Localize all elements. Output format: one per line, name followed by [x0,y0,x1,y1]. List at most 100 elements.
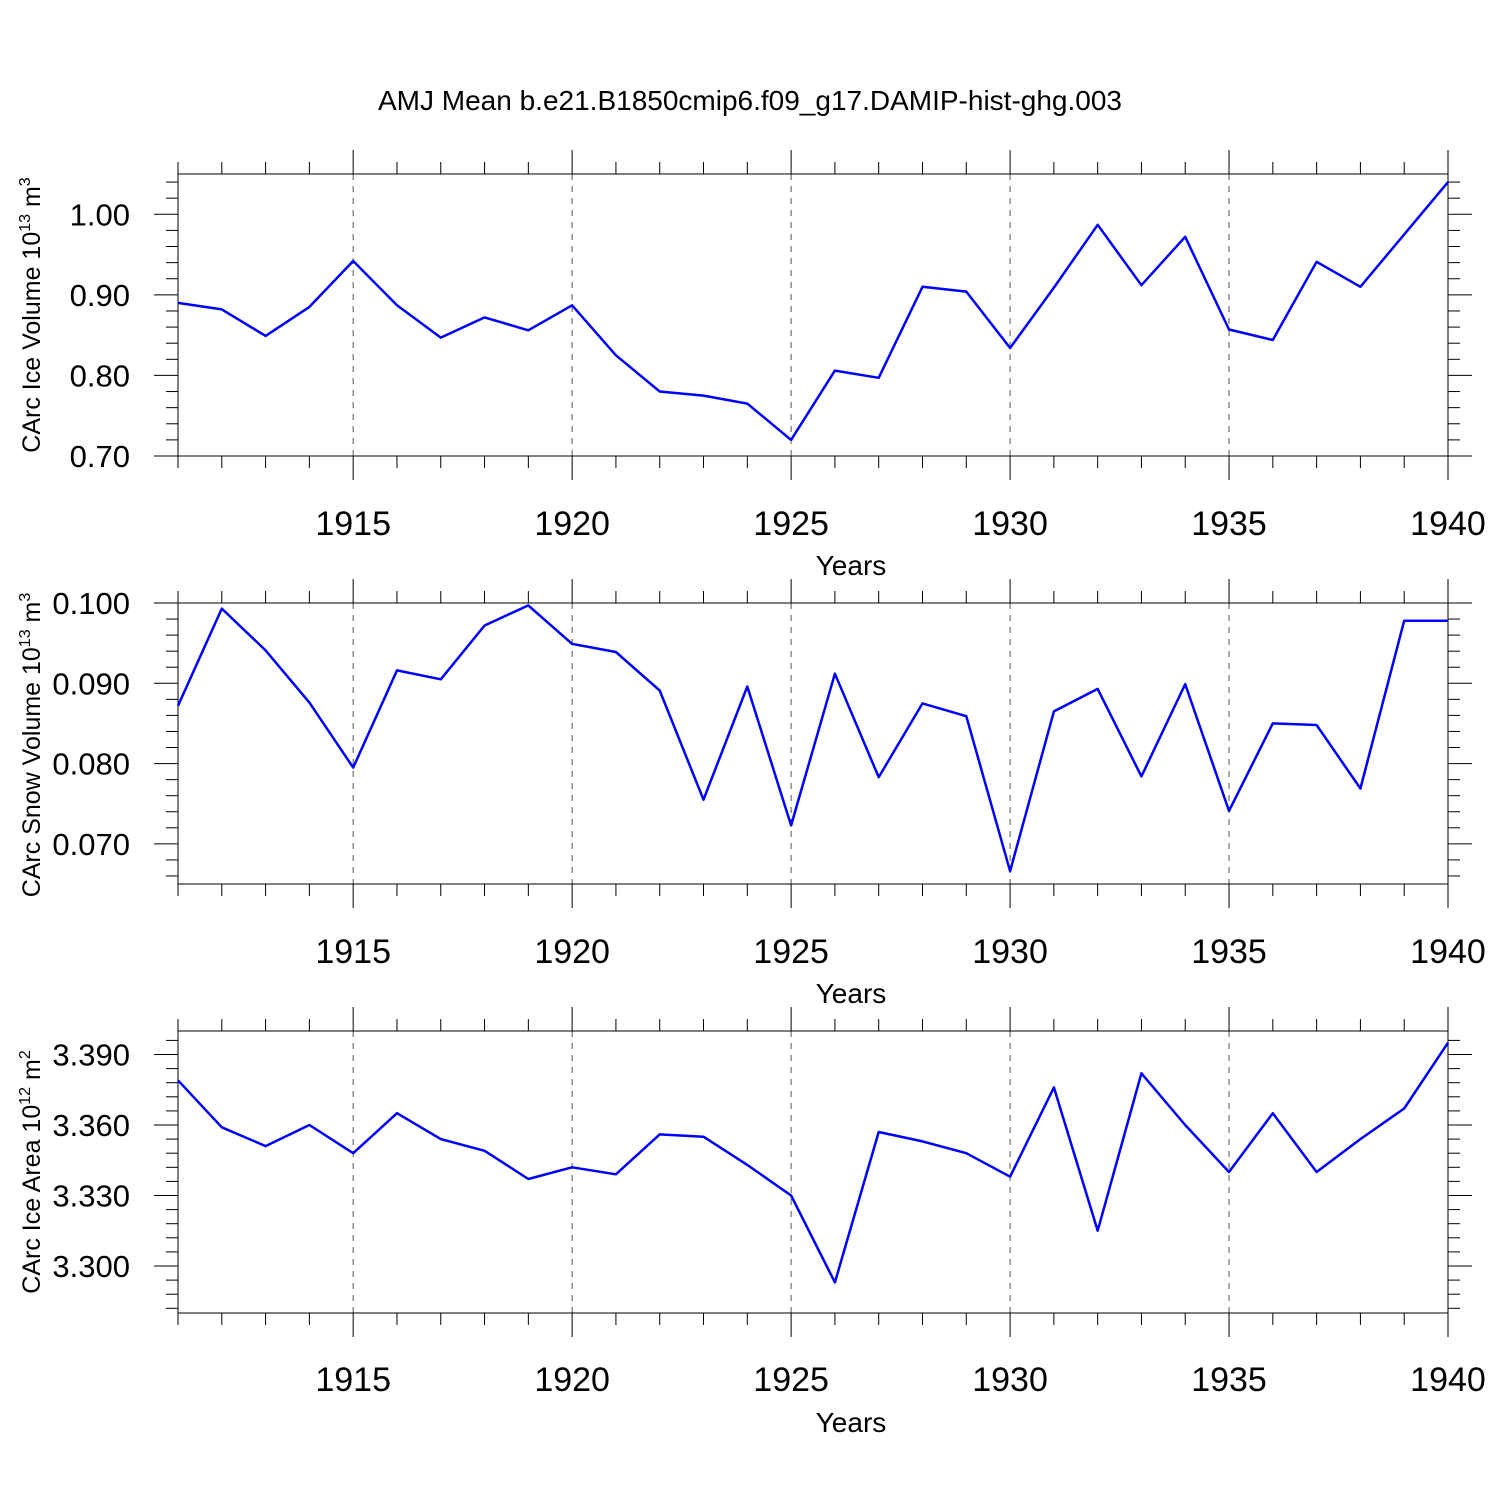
data-point [658,689,662,693]
x-tick-label: 1915 [315,505,391,543]
data-point [483,623,487,627]
y-tick-label: 3.300 [52,1249,130,1284]
x-axis-label: Years [816,1407,887,1438]
y-tick-label: 0.090 [52,666,130,701]
data-point [658,1132,662,1136]
data-point [877,376,881,380]
y-tick-label: 0.80 [70,358,130,393]
data-point [439,677,443,681]
data-point [1139,283,1143,287]
data-point [1096,687,1100,691]
data-point [833,1280,837,1284]
panels: 0.70 0.80 0.90 1.00 1915 1920 1925 1930 1935 1940… [17,150,1486,1438]
y-tick-label: 0.90 [70,278,130,313]
data-point [658,390,662,394]
data-point [176,1078,180,1082]
x-tick-label: 1940 [1410,1361,1486,1399]
data-point [220,307,224,311]
plot-frame [177,1030,1449,1314]
data-point [395,1111,399,1115]
panel-ice-area: 3.300 3.330 3.360 3.390 1915 1920 1925 1930 1935… [17,1007,1486,1438]
series-line-ice-volume [177,181,1449,442]
panel-ice-volume: 0.70 0.80 0.90 1.00 1915 1920 1925 1930 1935 1940… [17,150,1486,581]
data-point [1446,619,1450,623]
data-point [1008,346,1012,350]
data-point [1446,180,1450,184]
data-point [307,305,311,309]
y-axis-label: CArc Snow Volume 1013 m3 [17,593,46,898]
data-point [920,285,924,289]
series-line-ice-area [177,1042,1450,1284]
x-tick-label: 1940 [1410,933,1486,971]
data-point [789,438,793,442]
data-point [220,1125,224,1129]
data-point [833,672,837,676]
data-point [1227,809,1231,813]
x-tick-label: 1920 [534,1361,610,1399]
y-tick-label: 3.390 [52,1038,130,1073]
data-point [176,301,180,305]
data-point [439,336,443,340]
data-point [1446,1041,1450,1045]
data-point [964,290,968,294]
data-point [570,1165,574,1169]
data-point [877,1130,881,1134]
data-point [702,798,706,802]
data-point [1183,682,1187,686]
x-tick-label: 1930 [972,933,1048,971]
panel-snow-volume: 0.070 0.080 0.090 0.100 1915 1920 1925 1930 1935… [17,579,1486,1009]
y-axis-label: CArc Ice Volume 1013 m3 [17,177,46,453]
data-point [789,823,793,827]
data-point [920,1139,924,1143]
y-tick-label: 0.080 [52,747,130,782]
data-point [1052,286,1056,290]
y-tick-label: 0.100 [52,586,130,621]
chart-title: AMJ Mean b.e21.B1850cmip6.f09_g17.DAMIP-… [378,85,1122,116]
data-point [1271,721,1275,725]
data-point [395,668,399,672]
x-tick-label: 1925 [753,933,829,971]
data-point [1271,1111,1275,1115]
data-point [351,259,355,263]
data-point [264,1144,268,1148]
data-point [833,369,837,373]
data-point [1402,619,1406,623]
data-point [1139,1071,1143,1075]
x-tick-label: 1925 [753,1361,829,1399]
data-point [745,402,749,406]
x-axis-label: Years [816,978,887,1009]
data-point [526,1177,530,1181]
data-point [1227,1170,1231,1174]
data-point [1052,709,1056,713]
data-point [526,603,530,607]
series-line-snow-volume [176,604,1448,873]
y-tick-label: 0.070 [52,827,130,862]
data-point [351,766,355,770]
data-point [1315,260,1319,264]
data-point [483,315,487,319]
data-point [745,1163,749,1167]
data-point [1139,774,1143,778]
data-point [1315,723,1319,727]
data-point [176,704,180,708]
data-point [614,1172,618,1176]
data-point [1096,1229,1100,1233]
data-point [1008,1175,1012,1179]
data-point [964,1151,968,1155]
plot-frame [177,602,1449,885]
y-tick-label: 1.00 [70,197,130,232]
y-axis-label: CArc Ice Area 1012 m2 [17,1050,46,1294]
data-point [1402,1107,1406,1111]
data-point [395,303,399,307]
x-tick-label: 1920 [534,933,610,971]
data-point [1402,232,1406,236]
data-point [702,394,706,398]
data-point [702,1135,706,1139]
x-tick-label: 1940 [1410,505,1486,543]
data-point [307,701,311,705]
data-point [351,1151,355,1155]
data-point [307,1123,311,1127]
x-axis-label: Years [816,550,887,581]
data-point [220,607,224,611]
